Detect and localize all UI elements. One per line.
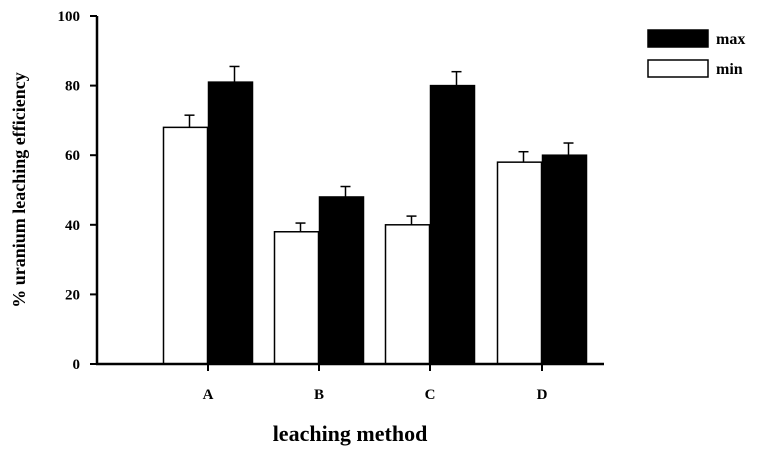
legend: max min: [647, 29, 745, 78]
legend-label-min: min: [716, 61, 743, 78]
legend-swatch-min: [647, 59, 709, 78]
y-tick-label: 80: [65, 79, 80, 95]
bar-max-C: [429, 84, 476, 365]
y-axis-ticks: 0 20 40 60 80 100: [58, 9, 97, 373]
bar-max-A: [207, 81, 254, 365]
bar-min-A: [162, 126, 209, 365]
bar-max-B: [318, 196, 365, 365]
y-tick-label: 40: [65, 218, 80, 234]
bars-layer: [162, 81, 588, 365]
x-tick-label: D: [537, 387, 548, 403]
y-tick-label: 0: [73, 357, 81, 373]
error-bars-layer: [184, 65, 574, 232]
x-tick-label: A: [203, 387, 214, 403]
y-tick-label: 20: [65, 287, 80, 303]
y-axis-title: % uranium leaching efficiency: [9, 72, 29, 307]
bar-min-B: [273, 231, 320, 365]
legend-label-max: max: [716, 31, 745, 48]
x-tick-label: C: [425, 387, 436, 403]
bar-min-C: [384, 224, 431, 365]
bar-max-D: [541, 154, 588, 365]
x-axis-ticks: A B C D: [203, 364, 548, 403]
y-tick-label: 60: [65, 148, 80, 164]
x-tick-label: B: [314, 387, 324, 403]
x-axis-title: leaching method: [273, 421, 428, 446]
legend-swatch-max: [647, 29, 709, 48]
bar-min-D: [496, 161, 543, 365]
y-tick-label: 100: [58, 9, 81, 25]
